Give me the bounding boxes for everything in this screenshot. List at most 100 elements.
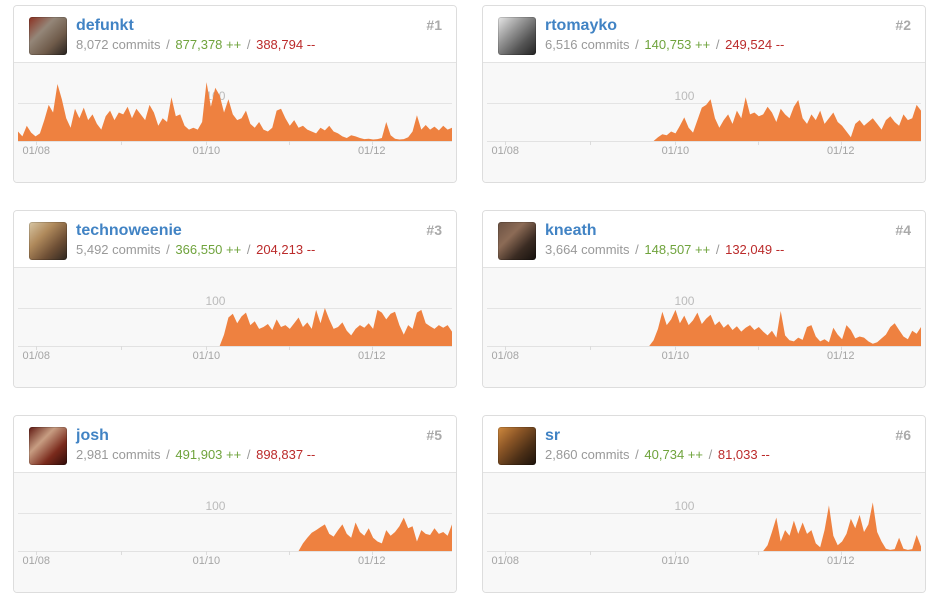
x-tick-label: 01/08: [491, 350, 519, 362]
commit-count: 6,516 commits: [545, 37, 630, 52]
gridline-label: 100: [670, 500, 699, 513]
gridline-100: [18, 308, 452, 309]
commit-count: 8,072 commits: [76, 37, 161, 52]
contributor-card: kneath 3,664 commits / 148,507 ++ / 132,…: [482, 210, 926, 388]
separator-slash: /: [246, 37, 251, 52]
year-tick: [840, 346, 842, 350]
rank-badge: #6: [895, 427, 911, 443]
contributor-card: sr 2,860 commits / 40,734 ++ / 81,033 --…: [482, 415, 926, 593]
x-tick-label: 01/10: [192, 350, 221, 362]
separator-slash: /: [166, 37, 170, 52]
x-tick-label: 01/10: [192, 555, 221, 567]
username-link[interactable]: josh: [76, 427, 109, 444]
contributor-card-header: rtomayko 6,516 commits / 140,753 ++ / 24…: [483, 6, 925, 63]
commit-area-series: [487, 97, 921, 141]
x-tick-label: 01/12: [826, 145, 855, 157]
contributor-card-header: josh 2,981 commits / 491,903 ++ / 898,83…: [14, 416, 456, 473]
contributor-stats: 2,860 commits / 40,734 ++ / 81,033 --: [545, 447, 770, 462]
additions-count: 40,734 ++: [644, 447, 703, 462]
gridline-label: 100: [670, 295, 699, 308]
separator-slash: /: [166, 242, 170, 257]
contributor-card: technoweenie 5,492 commits / 366,550 ++ …: [13, 210, 457, 388]
x-axis-labels: 01/08 01/10 01/12: [487, 350, 921, 364]
additions-count: 148,507 ++: [644, 242, 711, 257]
year-tick: [590, 551, 592, 555]
avatar[interactable]: [498, 427, 536, 465]
year-tick: [289, 551, 291, 555]
avatar[interactable]: [498, 222, 536, 260]
contributor-card: rtomayko 6,516 commits / 140,753 ++ / 24…: [482, 5, 926, 183]
x-axis-line: [487, 551, 921, 552]
gridline-100: [18, 103, 452, 104]
gridline-100: [487, 308, 921, 309]
avatar[interactable]: [29, 427, 67, 465]
x-tick-label: 01/08: [22, 555, 50, 567]
separator-slash: /: [708, 447, 713, 462]
avatar[interactable]: [29, 222, 67, 260]
year-tick: [840, 141, 842, 145]
contributor-ident: technoweenie 5,492 commits / 366,550 ++ …: [76, 222, 315, 267]
year-tick: [121, 346, 123, 350]
year-tick: [675, 551, 677, 555]
year-tick: [758, 141, 760, 145]
year-tick: [371, 346, 373, 350]
gridline-label: 100: [201, 295, 230, 308]
username-link[interactable]: sr: [545, 427, 561, 444]
rank-badge: #1: [426, 17, 442, 33]
year-tick: [840, 551, 842, 555]
x-tick-label: 01/12: [826, 555, 855, 567]
gridline-100: [487, 513, 921, 514]
x-axis-ticks: [18, 551, 452, 556]
year-tick: [758, 346, 760, 350]
year-tick: [590, 141, 592, 145]
contributor-card: josh 2,981 commits / 491,903 ++ / 898,83…: [13, 415, 457, 593]
contributor-card-header: sr 2,860 commits / 40,734 ++ / 81,033 --…: [483, 416, 925, 473]
year-tick: [675, 141, 677, 145]
rank-badge: #3: [426, 222, 442, 238]
username-link[interactable]: technoweenie: [76, 222, 182, 239]
x-tick-label: 01/12: [357, 555, 386, 567]
separator-slash: /: [635, 242, 639, 257]
x-axis-ticks: [487, 141, 921, 146]
x-tick-label: 01/12: [357, 350, 386, 362]
contributor-card-header: defunkt 8,072 commits / 877,378 ++ / 388…: [14, 6, 456, 63]
username-link[interactable]: kneath: [545, 222, 597, 239]
contributor-ident: sr 2,860 commits / 40,734 ++ / 81,033 --: [545, 427, 770, 472]
separator-slash: /: [635, 447, 639, 462]
x-axis-line: [18, 346, 452, 347]
deletions-count: 132,049 --: [725, 242, 785, 257]
contributor-ident: defunkt 8,072 commits / 877,378 ++ / 388…: [76, 17, 315, 62]
contributor-ident: rtomayko 6,516 commits / 140,753 ++ / 24…: [545, 17, 784, 62]
deletions-count: 249,524 --: [725, 37, 785, 52]
username-link[interactable]: defunkt: [76, 17, 134, 34]
username-link[interactable]: rtomayko: [545, 17, 618, 34]
year-tick: [758, 551, 760, 555]
avatar[interactable]: [29, 17, 67, 55]
commit-area-series: [18, 82, 452, 141]
year-tick: [121, 141, 123, 145]
deletions-count: 388,794 --: [256, 37, 316, 52]
x-tick-label: 01/10: [661, 145, 690, 157]
x-axis-ticks: [18, 141, 452, 146]
commit-count: 2,981 commits: [76, 447, 161, 462]
additions-count: 491,903 ++: [175, 447, 242, 462]
x-axis-line: [487, 346, 921, 347]
separator-slash: /: [246, 242, 251, 257]
x-tick-label: 01/12: [357, 145, 386, 157]
x-axis-ticks: [18, 346, 452, 351]
year-tick: [36, 141, 38, 145]
contributor-stats: 2,981 commits / 491,903 ++ / 898,837 --: [76, 447, 315, 462]
x-axis-line: [18, 551, 452, 552]
x-axis-line: [487, 141, 921, 142]
contributor-stats: 8,072 commits / 877,378 ++ / 388,794 --: [76, 37, 315, 52]
contributor-card-header: kneath 3,664 commits / 148,507 ++ / 132,…: [483, 211, 925, 268]
avatar[interactable]: [498, 17, 536, 55]
year-tick: [206, 551, 208, 555]
